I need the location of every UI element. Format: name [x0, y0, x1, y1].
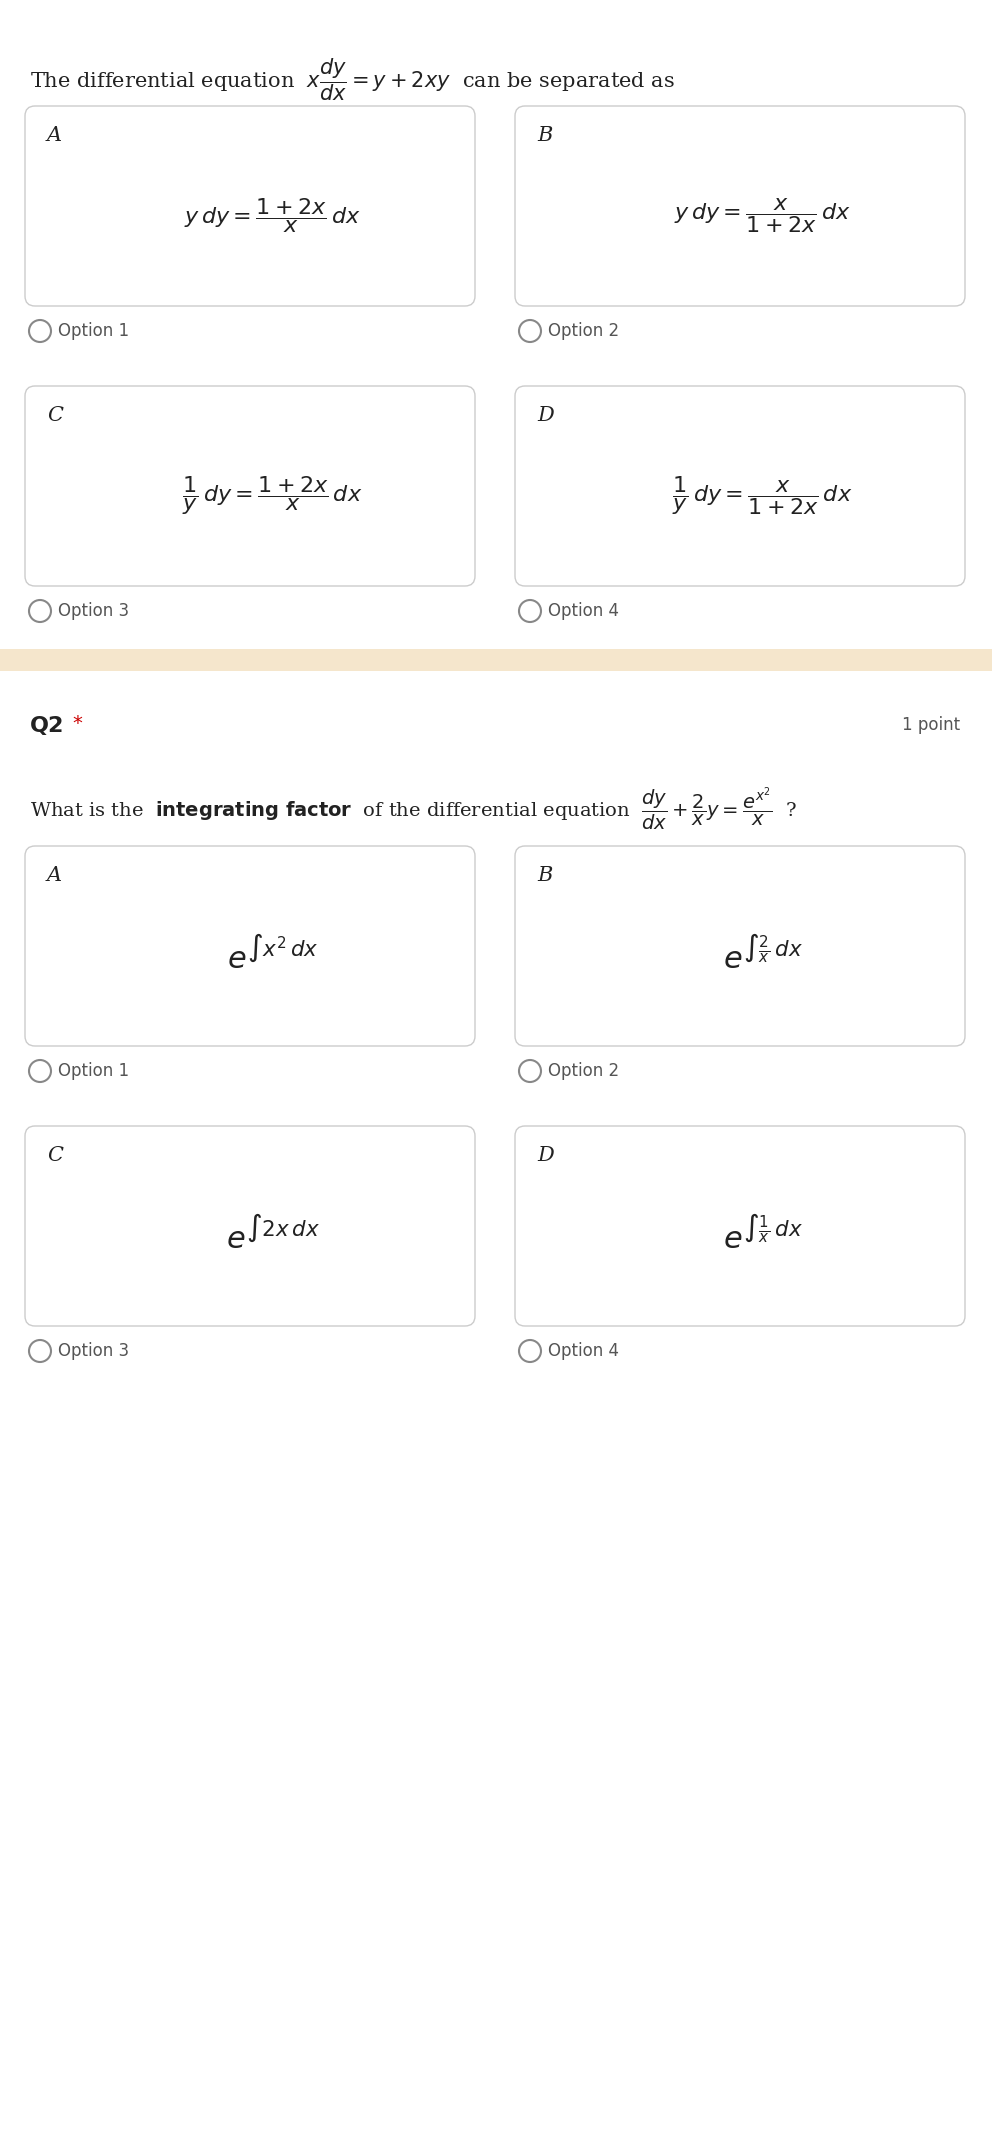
Text: $e^{\int x^2\,dx}$: $e^{\int x^2\,dx}$: [227, 936, 318, 976]
Text: $y\,dy = \dfrac{x}{1+2x}\,dx$: $y\,dy = \dfrac{x}{1+2x}\,dx$: [675, 197, 851, 236]
Text: Option 2: Option 2: [548, 1062, 619, 1079]
Text: Option 4: Option 4: [548, 603, 619, 620]
Bar: [0, 648, 992, 672]
FancyBboxPatch shape: [25, 1127, 475, 1326]
Text: The differential equation  $x\dfrac{dy}{dx} = y + 2xy$  can be separated as: The differential equation $x\dfrac{dy}{d…: [30, 56, 675, 103]
Text: $\dfrac{1}{y}\,dy = \dfrac{x}{1+2x}\,dx$: $\dfrac{1}{y}\,dy = \dfrac{x}{1+2x}\,dx$: [673, 474, 853, 517]
Text: Q2: Q2: [30, 717, 64, 736]
FancyBboxPatch shape: [25, 386, 475, 586]
Text: Option 1: Option 1: [58, 322, 129, 339]
Text: B: B: [537, 867, 553, 884]
FancyBboxPatch shape: [25, 846, 475, 1045]
Text: What is the  $\mathbf{integrating\ factor}$  of the differential equation  $\dfr: What is the $\mathbf{integrating\ factor…: [30, 785, 798, 833]
Text: $\dfrac{1}{y}\,dy = \dfrac{1+2x}{x}\,dx$: $\dfrac{1}{y}\,dy = \dfrac{1+2x}{x}\,dx$: [183, 474, 363, 517]
Text: Option 2: Option 2: [548, 322, 619, 339]
FancyBboxPatch shape: [25, 105, 475, 307]
Text: D: D: [537, 406, 554, 425]
Text: *: *: [72, 715, 82, 734]
FancyBboxPatch shape: [515, 846, 965, 1045]
Text: Option 3: Option 3: [58, 603, 129, 620]
Text: A: A: [47, 867, 62, 884]
Text: B: B: [537, 127, 553, 146]
Text: Option 3: Option 3: [58, 1341, 129, 1361]
FancyBboxPatch shape: [515, 386, 965, 586]
Text: $e^{\int 2x\,dx}$: $e^{\int 2x\,dx}$: [225, 1217, 319, 1255]
Text: $y\,dy = \dfrac{1+2x}{x}\,dx$: $y\,dy = \dfrac{1+2x}{x}\,dx$: [185, 197, 361, 236]
Text: Option 4: Option 4: [548, 1341, 619, 1361]
Text: $e^{\int \frac{2}{x}\,dx}$: $e^{\int \frac{2}{x}\,dx}$: [722, 936, 803, 976]
FancyBboxPatch shape: [515, 105, 965, 307]
Text: C: C: [47, 1146, 63, 1165]
Text: D: D: [537, 1146, 554, 1165]
Text: 1 point: 1 point: [902, 717, 960, 734]
Text: A: A: [47, 127, 62, 146]
Text: C: C: [47, 406, 63, 425]
FancyBboxPatch shape: [515, 1127, 965, 1326]
Text: Option 1: Option 1: [58, 1062, 129, 1079]
Text: $e^{\int \frac{1}{x}\,dx}$: $e^{\int \frac{1}{x}\,dx}$: [722, 1217, 803, 1255]
